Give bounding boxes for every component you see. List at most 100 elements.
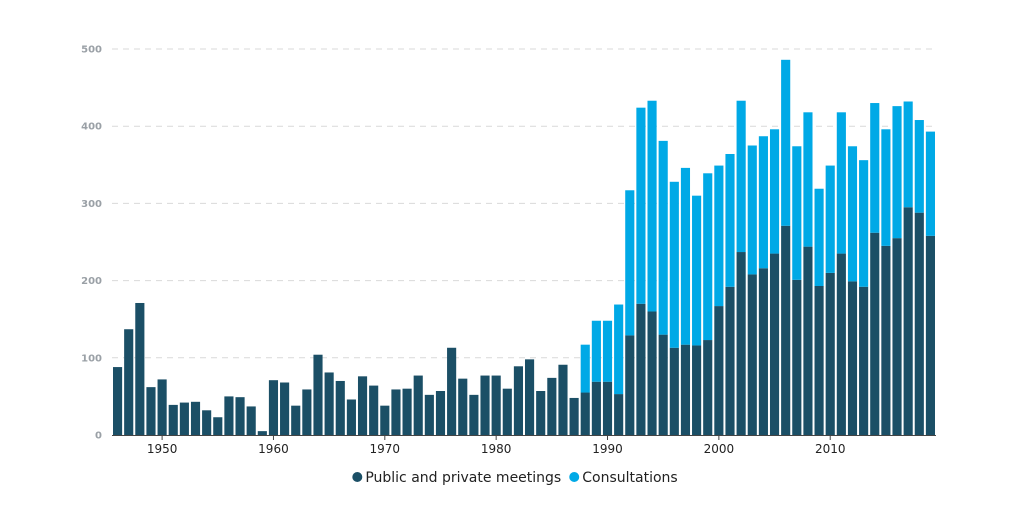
x-tick-label: 1970 [370, 442, 401, 456]
bar-meetings [881, 245, 891, 435]
bar-meetings [324, 372, 334, 435]
bar-consultations [647, 100, 657, 312]
bar-consultations [725, 153, 735, 287]
bar-meetings [213, 417, 223, 435]
bar-meetings [859, 286, 869, 435]
y-tick-label: 0 [95, 431, 102, 442]
bar-meetings [380, 405, 390, 435]
bar-meetings [758, 268, 768, 435]
bar-meetings [491, 375, 501, 435]
bar-consultations [825, 165, 835, 273]
bar-meetings [146, 387, 156, 435]
bar-consultations [870, 103, 880, 233]
legend-swatch-meetings [352, 472, 363, 482]
bar-consultations [625, 190, 635, 336]
bar-meetings [268, 380, 279, 435]
bar-meetings [391, 389, 401, 435]
bar-meetings [513, 366, 523, 435]
legend-label-meetings: Public and private meetings [365, 470, 561, 486]
bar-meetings [525, 359, 535, 435]
bar-meetings [602, 381, 613, 435]
bar-meetings [424, 394, 434, 435]
bar-meetings [736, 252, 746, 435]
bar-meetings [480, 375, 490, 435]
bar-consultations [602, 320, 613, 382]
bar-meetings [135, 302, 145, 435]
axes: 0 100 200 300 400 500 1950 1960 1970 1980 1990 2000… [81, 45, 936, 456]
bar-consultations [847, 146, 858, 282]
bar-meetings [502, 388, 512, 435]
bar-meetings [346, 399, 356, 435]
bar-consultations [614, 304, 624, 395]
bar-meetings [458, 378, 468, 435]
bar-consultations [736, 100, 746, 253]
bar-meetings [714, 306, 724, 435]
bar-meetings [558, 364, 568, 435]
bar-consultations [747, 145, 757, 275]
bar-meetings [447, 347, 457, 435]
legend-swatch-consultations [569, 472, 580, 482]
bar-meetings [803, 246, 813, 435]
bar-meetings [402, 388, 412, 435]
bar-consultations [703, 173, 713, 341]
bar-consultations [803, 112, 813, 247]
y-tick-label: 300 [81, 199, 102, 210]
bar-meetings [591, 381, 601, 435]
bar-consultations [836, 112, 846, 254]
bar-meetings [836, 253, 846, 435]
bar-consultations [903, 101, 913, 208]
bar-meetings [814, 286, 824, 435]
bar-consultations [580, 344, 590, 393]
x-tick-label: 1980 [481, 442, 512, 456]
bar-meetings [747, 274, 757, 435]
bar-meetings [636, 303, 646, 435]
bar-consultations [758, 136, 768, 269]
y-tick-label: 500 [81, 45, 102, 56]
bar-meetings [569, 397, 579, 435]
bar-meetings [658, 334, 668, 435]
bar-meetings [124, 329, 134, 435]
bar-consultations [591, 320, 601, 382]
bar-meetings [157, 379, 167, 435]
bar-meetings [580, 392, 590, 435]
bar-meetings [892, 238, 902, 435]
bar-meetings [179, 402, 189, 435]
bar-meetings [614, 394, 624, 435]
bar-meetings [413, 375, 423, 435]
bar-meetings [925, 235, 935, 435]
bar-meetings [647, 311, 657, 435]
bar-meetings [313, 354, 323, 435]
y-tick-label: 200 [81, 276, 102, 287]
bar-consultations [636, 107, 646, 304]
bar-meetings [369, 385, 379, 435]
bar-meetings [357, 376, 368, 435]
bar-meetings [246, 406, 256, 435]
y-tick-label: 100 [81, 353, 102, 364]
bar-meetings [870, 232, 880, 435]
x-tick-label: 2010 [815, 442, 846, 456]
bar-meetings [781, 225, 791, 435]
legend: Public and private meetings Consultation… [352, 470, 678, 486]
bar-consultations [892, 106, 902, 239]
bar-consultations [925, 131, 935, 236]
bar-consultations [781, 59, 791, 226]
bar-meetings [280, 382, 290, 435]
y-tick-label: 400 [81, 122, 102, 133]
bar-meetings [435, 390, 446, 435]
bar-meetings [235, 397, 245, 435]
bar-meetings [190, 401, 201, 435]
bar-consultations [669, 181, 679, 348]
bar-meetings [469, 394, 479, 435]
x-tick-label: 1990 [592, 442, 623, 456]
bar-meetings [903, 207, 913, 435]
bar-meetings [680, 344, 691, 435]
legend-label-consultations: Consultations [582, 470, 677, 486]
x-tick-label: 2000 [704, 442, 735, 456]
bar-meetings [847, 281, 858, 435]
bar-consultations [859, 160, 869, 287]
bar-meetings [291, 405, 301, 435]
bar-consultations [769, 129, 780, 254]
bar-meetings [625, 335, 635, 435]
